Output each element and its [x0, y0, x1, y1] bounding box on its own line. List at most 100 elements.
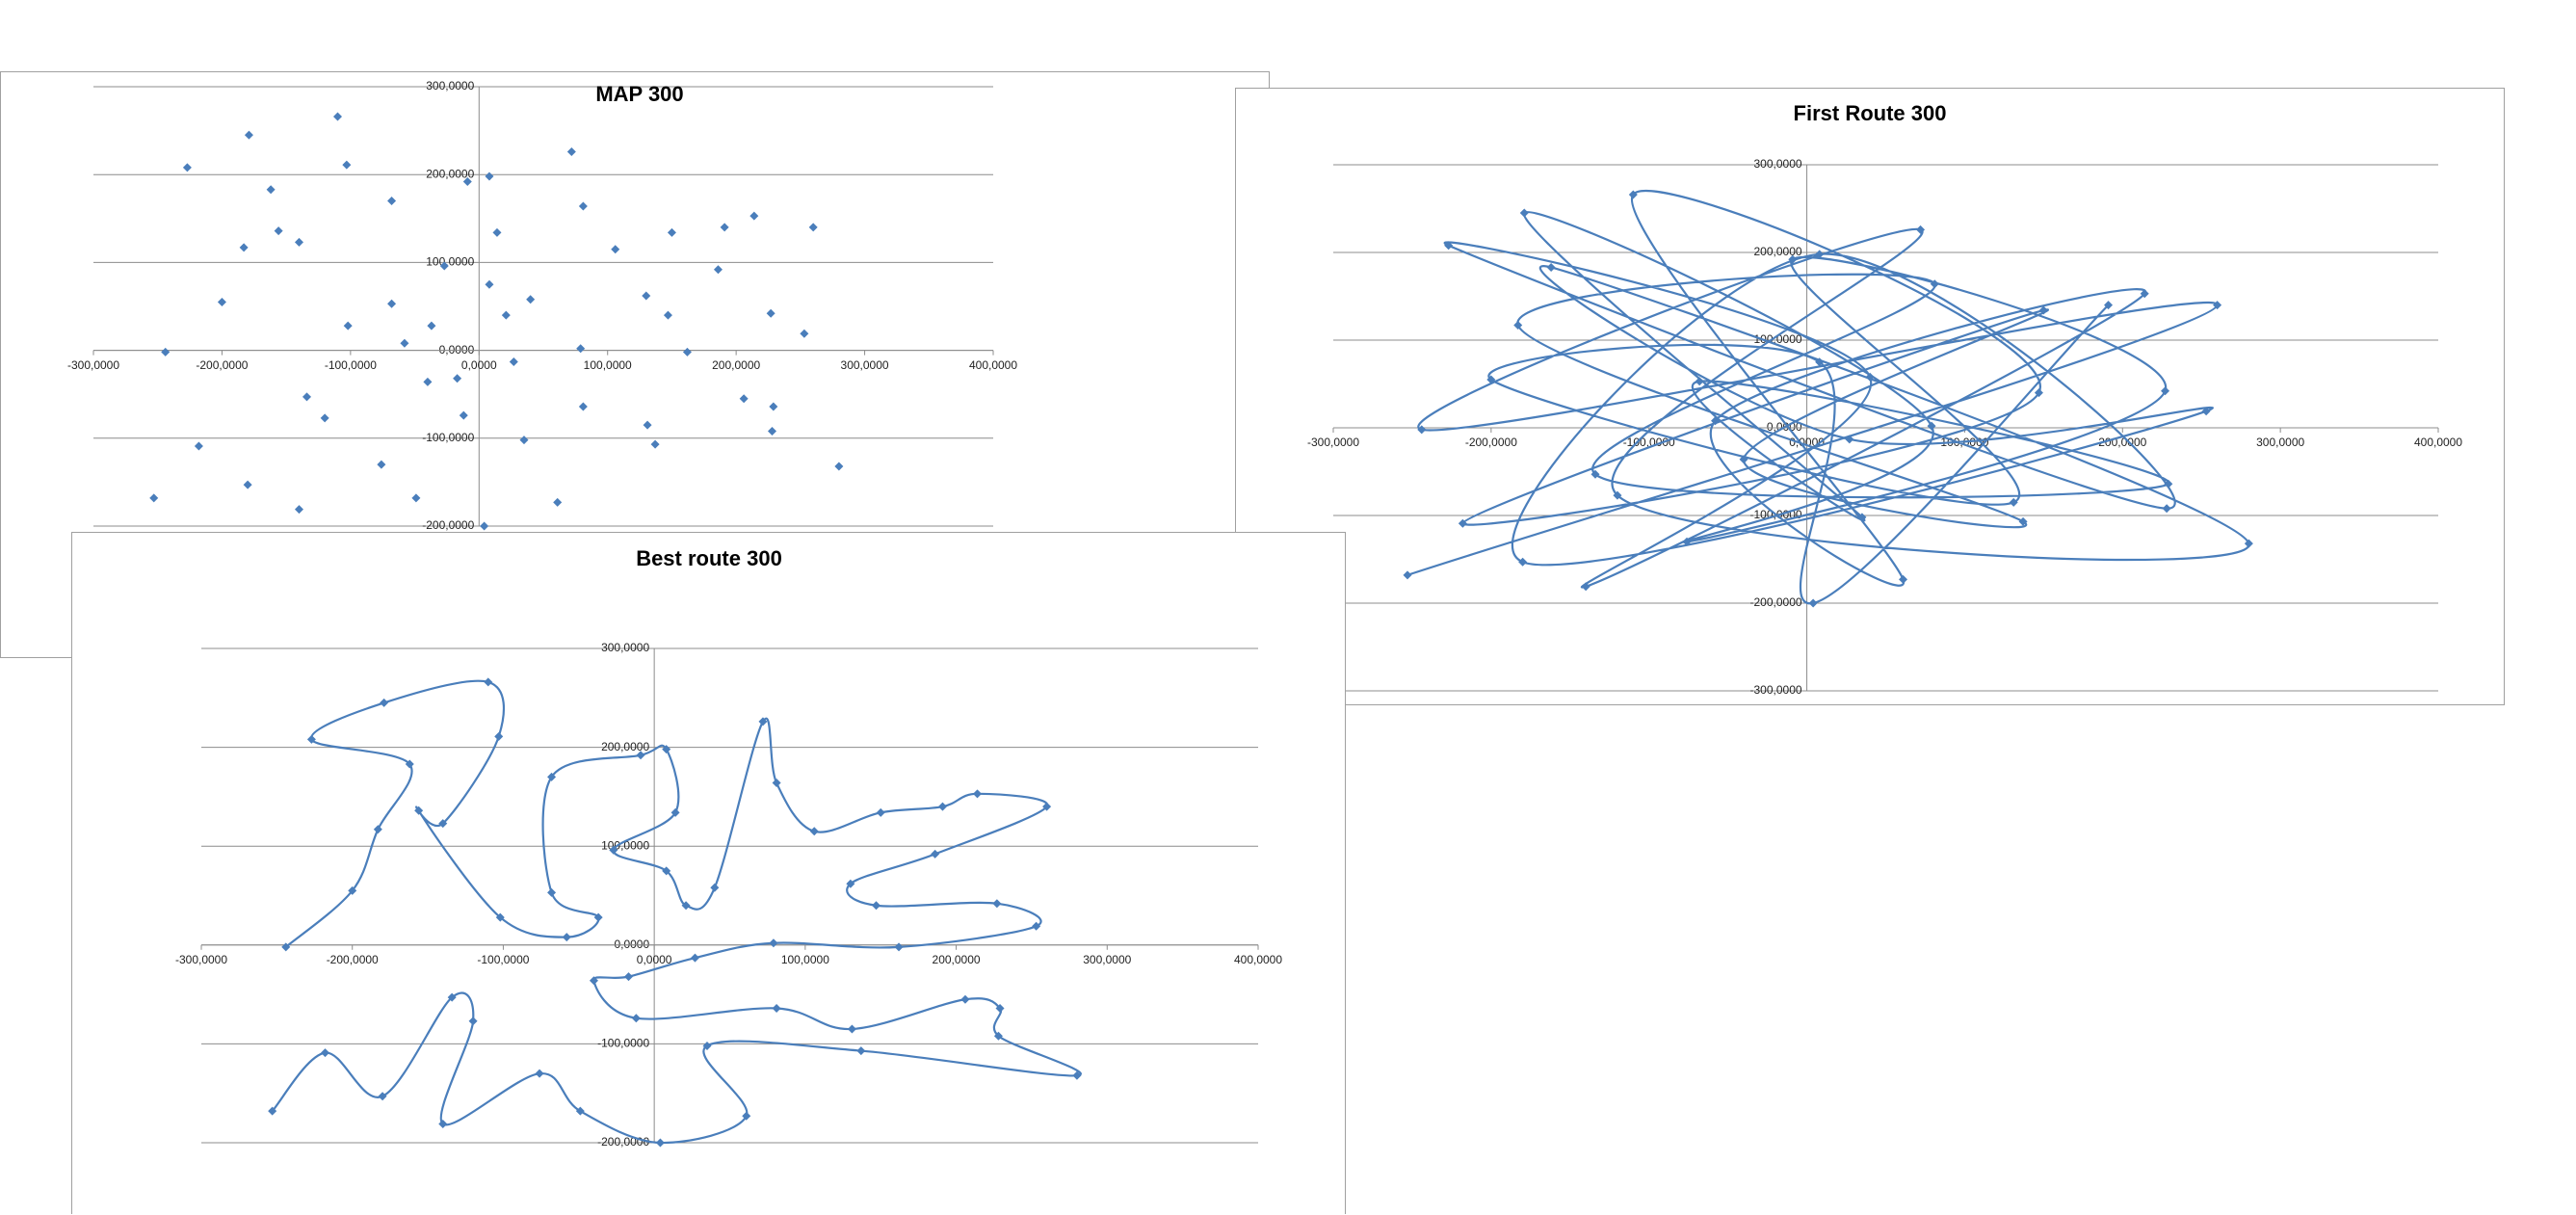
point-marker	[387, 299, 397, 308]
point-marker	[2018, 516, 2028, 526]
point-marker	[1682, 537, 1692, 546]
point-marker	[492, 227, 502, 237]
point-marker	[268, 1106, 277, 1116]
point-marker	[650, 439, 660, 449]
chart-svg: -200,0000 -100,0000 0,0000 100,0000 200,0000…	[175, 546, 1282, 1149]
point-marker	[373, 825, 382, 834]
point-marker	[1739, 455, 1748, 464]
point-marker	[1458, 518, 1467, 528]
point-marker	[348, 885, 357, 895]
y-tick-label: 300,0000	[426, 79, 474, 92]
point-marker	[439, 261, 449, 271]
point-marker	[194, 441, 203, 451]
chart-title: Best route 300	[636, 546, 782, 570]
point-marker	[380, 698, 389, 707]
point-marker	[876, 807, 885, 817]
point-marker	[243, 480, 252, 489]
point-marker	[1815, 357, 1825, 367]
point-marker	[667, 227, 676, 237]
point-marker	[161, 347, 171, 357]
point-marker	[742, 1111, 751, 1121]
point-marker	[2104, 301, 2114, 310]
point-marker	[772, 779, 781, 788]
x-tick-label: 100,0000	[584, 358, 632, 372]
point-marker	[834, 462, 844, 471]
x-tick-label: 100,0000	[781, 953, 829, 966]
y-tick-label: -200,0000	[597, 1135, 649, 1149]
point-marker	[501, 310, 511, 320]
x-tick-label: 200,0000	[933, 953, 981, 966]
point-marker	[405, 759, 414, 769]
point-marker	[1930, 279, 1939, 289]
x-tick-label: -100,0000	[325, 358, 377, 372]
point-marker	[387, 197, 397, 206]
point-marker	[1808, 598, 1818, 608]
point-marker	[294, 237, 303, 247]
point-marker	[636, 751, 645, 760]
x-tick-label: 300,0000	[841, 358, 889, 372]
point-marker	[624, 972, 634, 982]
point-marker	[995, 1003, 1005, 1013]
point-marker	[1927, 421, 1936, 431]
point-marker	[217, 297, 226, 306]
point-marker	[320, 413, 329, 423]
y-tick-label: 200,0000	[601, 740, 649, 753]
point-marker	[494, 731, 504, 741]
point-marker	[611, 245, 620, 254]
point-marker	[2201, 407, 2211, 416]
point-marker	[1518, 557, 1528, 567]
x-tick-label: 0,0000	[637, 953, 672, 966]
point-marker	[575, 1106, 585, 1116]
x-tick-label: 400,0000	[1234, 953, 1282, 966]
point-marker	[495, 912, 505, 922]
y-tick-label: -300,0000	[1750, 683, 1802, 697]
point-marker	[447, 992, 457, 1002]
chart-title: First Route 300	[1794, 101, 1947, 125]
point-marker	[480, 521, 489, 531]
point-marker	[2009, 497, 2018, 507]
x-tick-label: -200,0000	[196, 358, 248, 372]
point-marker	[809, 827, 819, 836]
point-marker	[1581, 582, 1590, 592]
point-marker	[2213, 301, 2222, 310]
point-marker	[562, 933, 571, 942]
point-marker	[306, 734, 316, 744]
point-marker	[1417, 425, 1427, 435]
point-marker	[342, 160, 352, 170]
x-tick-label: 300,0000	[2256, 436, 2304, 449]
point-marker	[468, 1017, 478, 1026]
point-marker	[589, 976, 598, 986]
y-tick-label: 300,0000	[1754, 157, 1802, 171]
y-tick-label: 200,0000	[1754, 245, 1802, 258]
x-tick-label: 200,0000	[712, 358, 760, 372]
y-tick-label: 100,0000	[426, 255, 474, 269]
point-marker	[643, 420, 652, 430]
point-marker	[378, 1092, 387, 1101]
point-marker	[642, 291, 651, 301]
point-marker	[274, 226, 283, 236]
point-marker	[772, 1003, 781, 1013]
x-tick-label: 400,0000	[969, 358, 1017, 372]
point-marker	[973, 789, 983, 799]
point-marker	[578, 402, 588, 411]
chart-best-route: -200,0000 -100,0000 0,0000 100,0000 200,0000…	[71, 532, 1346, 1214]
point-marker	[1032, 921, 1041, 931]
point-marker	[182, 163, 192, 172]
point-marker	[1590, 469, 1600, 479]
point-marker	[993, 1031, 1003, 1041]
point-marker	[2034, 388, 2043, 398]
point-marker	[768, 427, 777, 436]
point-marker	[266, 185, 276, 195]
x-tick-label: -100,0000	[477, 953, 529, 966]
point-marker	[872, 901, 881, 911]
point-marker	[739, 394, 749, 404]
point-marker	[535, 1069, 544, 1078]
point-marker	[800, 329, 809, 338]
point-marker	[411, 493, 421, 503]
chart-svg: -300,0000-200,0000-100,00000,0000100,000…	[1307, 101, 2462, 697]
point-marker	[2161, 386, 2170, 396]
point-marker	[438, 819, 448, 829]
point-marker	[931, 849, 940, 858]
point-marker	[1486, 375, 1496, 384]
point-marker	[239, 243, 249, 252]
